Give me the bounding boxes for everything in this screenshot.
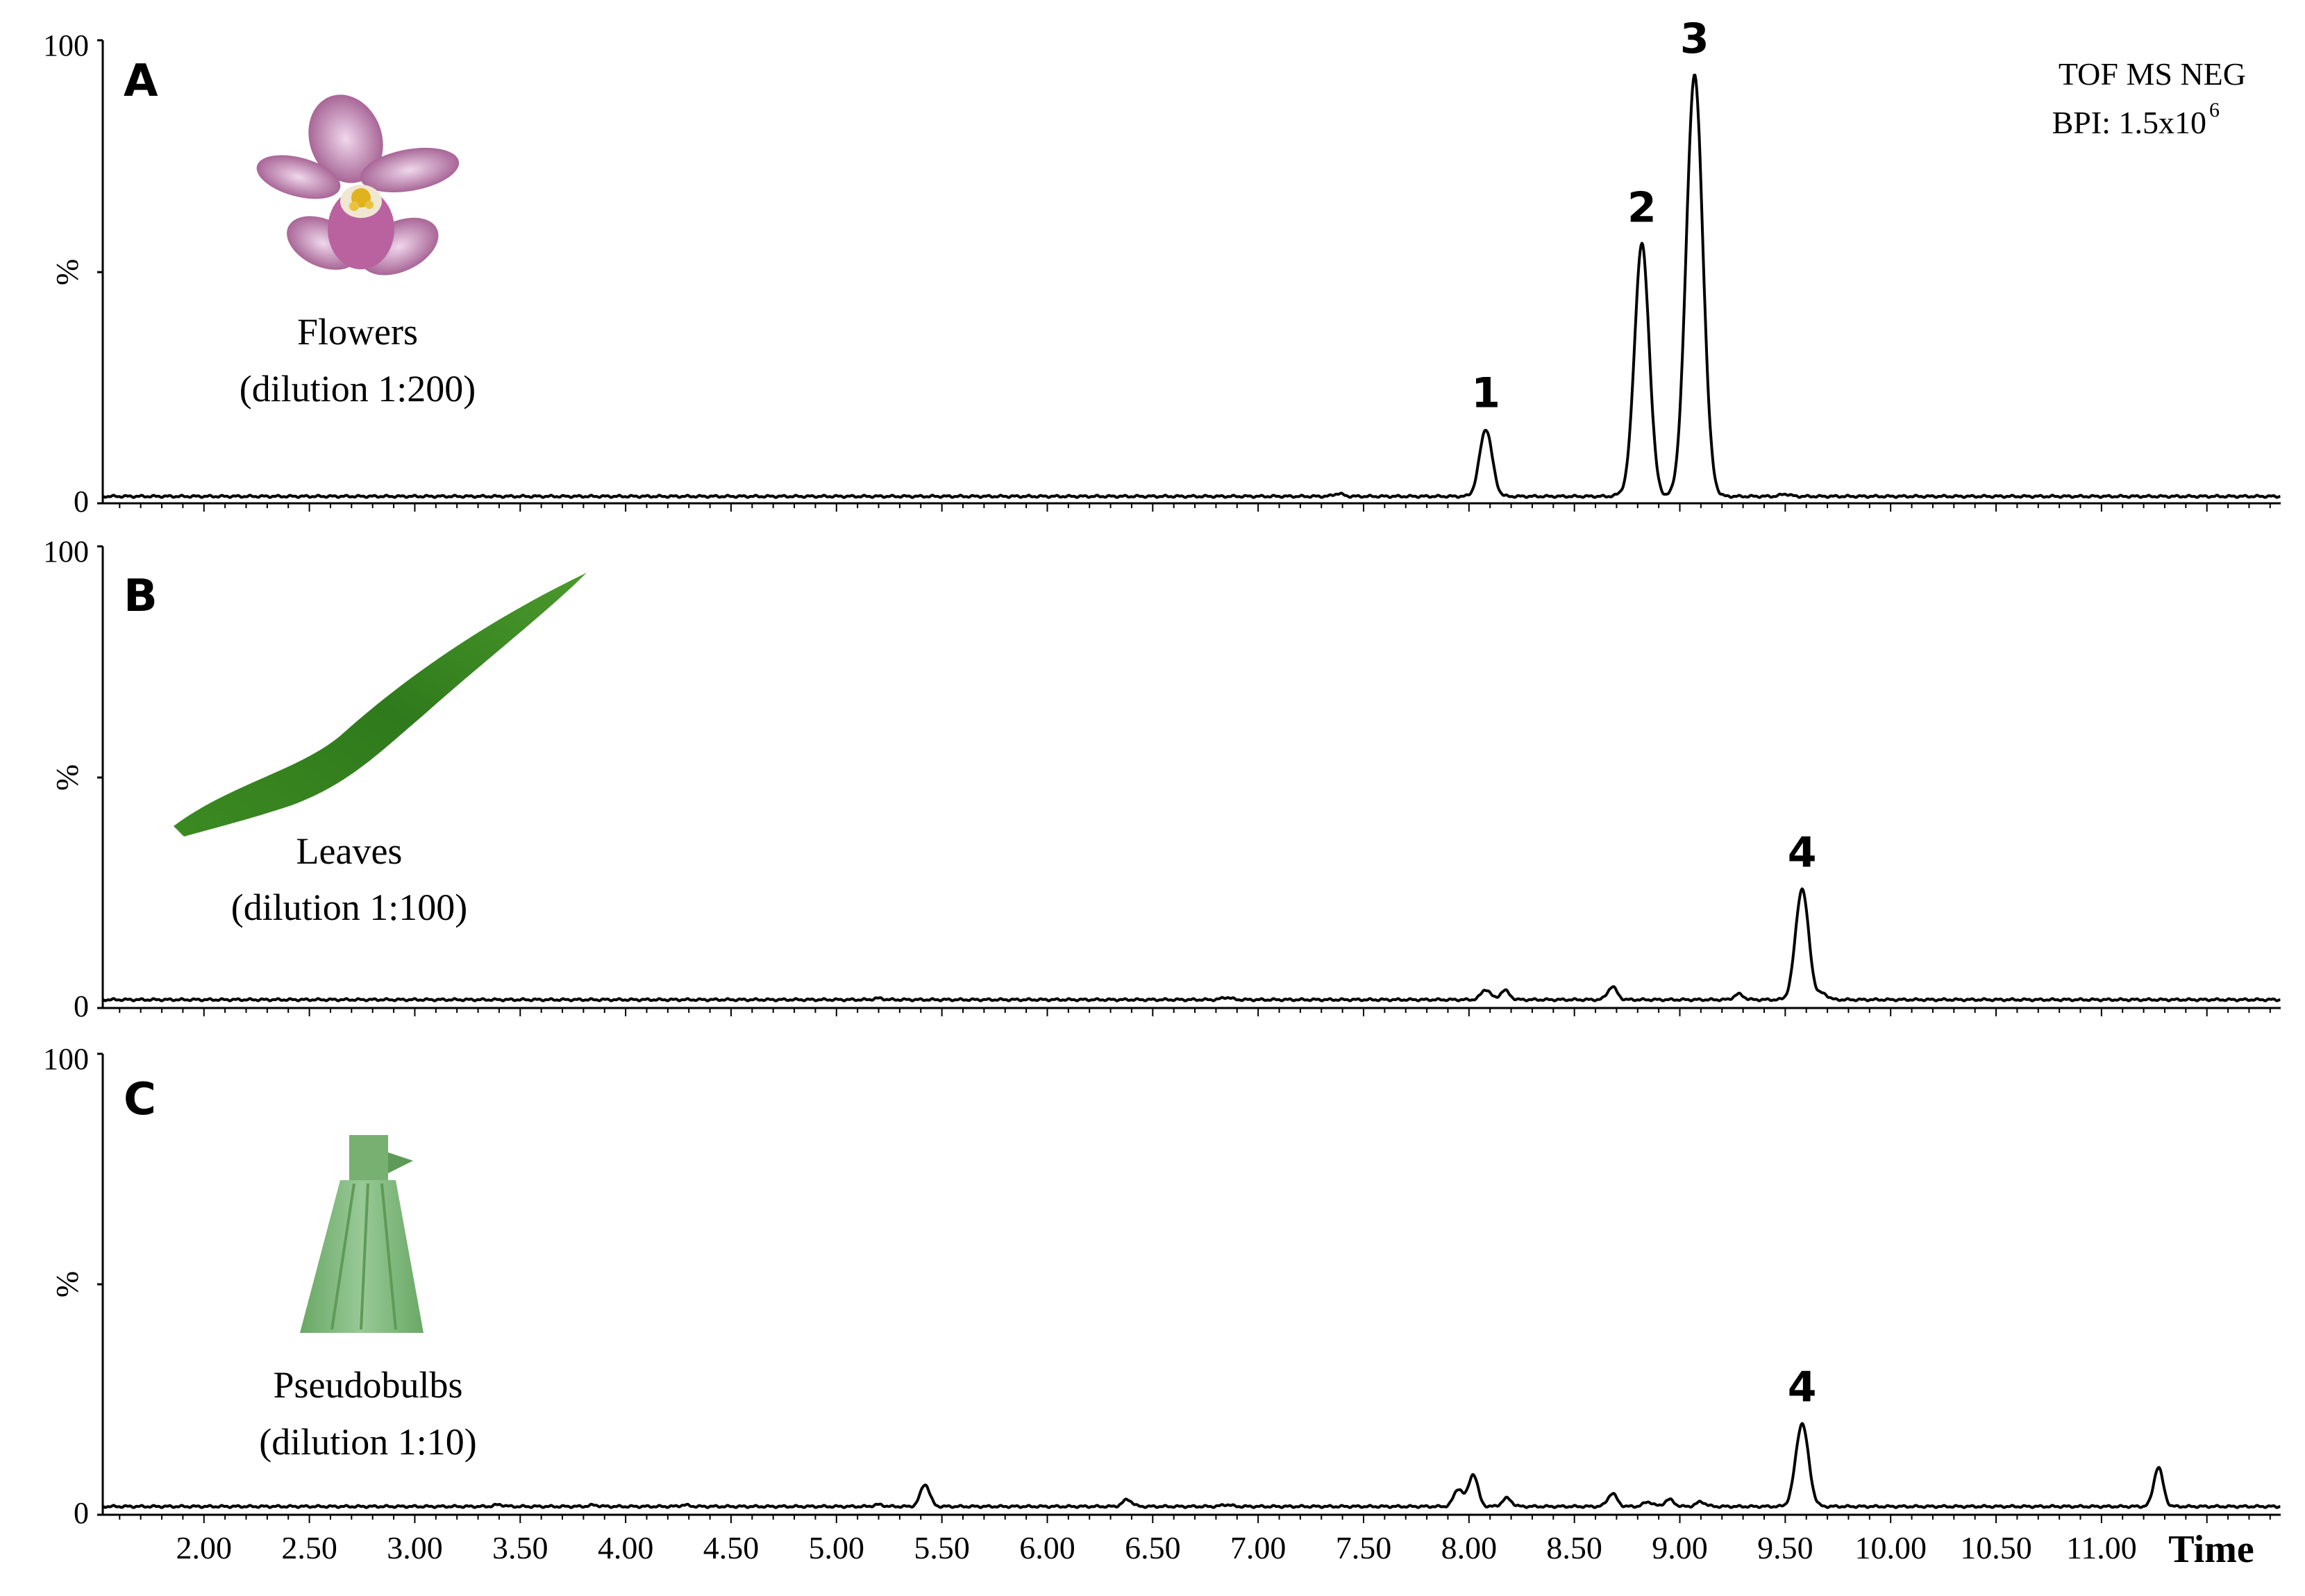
x-tick-label: 4.00 <box>598 1530 654 1565</box>
x-tick-label: 6.00 <box>1019 1530 1075 1565</box>
peak-label-4: 4 <box>1788 1363 1817 1412</box>
y-tick-label-0: 0 <box>74 989 89 1023</box>
x-tick-label: 7.00 <box>1230 1530 1286 1565</box>
peak-labels: 4 <box>1788 1363 1817 1412</box>
sample-dilution: (dilution 1:200) <box>240 368 476 410</box>
bpi-label: BPI: 1.5x10 <box>2052 105 2206 140</box>
bpi-exponent: 6 <box>2209 99 2220 121</box>
x-tick-label: 9.50 <box>1757 1530 1813 1565</box>
x-tick-label: 8.50 <box>1546 1530 1602 1565</box>
x-tick-label: 5.50 <box>914 1530 970 1565</box>
panel-a: 100 % 0 1 2 3 A TOF MS NEG BPI: 1.5x10 6 F… <box>43 15 2281 519</box>
flower-image <box>256 94 460 276</box>
x-axis-ticks <box>119 1515 2271 1523</box>
x-tick-label: 9.00 <box>1652 1530 1708 1565</box>
x-tick-label: 7.50 <box>1336 1530 1392 1565</box>
peak-labels: 4 <box>1788 828 1817 877</box>
panel-b: 100 % 0 4 B Leaves (dilution 1:100) <box>43 535 2281 1023</box>
peak-labels: 1 2 3 <box>1471 15 1709 417</box>
leaf-image <box>174 573 587 837</box>
x-tick-labels: 2.00 2.50 3.00 3.50 4.00 4.50 5.00 5.50 6.00 6.50… <box>176 1530 2137 1565</box>
y-tick-label-100: 100 <box>43 535 89 569</box>
sample-name: Leaves <box>296 830 403 872</box>
y-tick-label-percent: % <box>49 1271 85 1297</box>
x-tick-label: 3.00 <box>387 1530 443 1565</box>
x-axis-label: Time <box>2168 1528 2254 1571</box>
chromatogram-trace <box>101 74 2281 499</box>
sample-name: Pseudobulbs <box>273 1364 462 1406</box>
x-tick-label: 3.50 <box>492 1530 548 1565</box>
sample-dilution: (dilution 1:10) <box>259 1421 476 1463</box>
y-tick-label-100: 100 <box>43 28 89 62</box>
x-tick-label: 10.50 <box>1960 1530 2032 1565</box>
x-tick-label: 11.00 <box>2066 1530 2137 1565</box>
peak-label-3: 3 <box>1680 15 1709 63</box>
pseudobulb-image <box>300 1135 424 1333</box>
chromatogram-trace <box>101 1422 2281 1509</box>
sample-name: Flowers <box>297 311 418 353</box>
x-tick-label: 10.00 <box>1854 1530 1927 1565</box>
x-tick-label: 4.50 <box>703 1530 760 1565</box>
x-axis-minor-ticks <box>119 503 2271 512</box>
x-tick-label: 6.50 <box>1125 1530 1181 1565</box>
panel-letter: A <box>124 56 158 107</box>
x-tick-label: 5.00 <box>809 1530 865 1565</box>
y-tick-label-percent: % <box>49 259 85 285</box>
chromatogram-trace <box>101 887 2281 1002</box>
y-tick-label-100: 100 <box>43 1042 89 1076</box>
detector-label: TOF MS NEG <box>2059 56 2246 92</box>
x-tick-label: 8.00 <box>1441 1530 1498 1565</box>
y-tick-label-0: 0 <box>74 485 89 519</box>
sample-dilution: (dilution 1:100) <box>231 887 467 928</box>
panel-c: 100 % 0 2.00 2.50 3.00 3.50 4.00 4.50 5.00 5.50… <box>43 1042 2281 1571</box>
x-tick-label: 2.00 <box>176 1530 233 1565</box>
x-axis-minor-ticks <box>119 1008 2271 1016</box>
peak-label-1: 1 <box>1471 369 1500 417</box>
peak-label-4: 4 <box>1788 828 1817 877</box>
peak-label-2: 2 <box>1627 183 1657 232</box>
y-tick-label-0: 0 <box>74 1496 89 1530</box>
x-tick-label: 2.50 <box>281 1530 337 1565</box>
y-tick-label-percent: % <box>49 764 85 791</box>
panel-letter: C <box>124 1074 156 1125</box>
panel-letter: B <box>124 571 158 622</box>
